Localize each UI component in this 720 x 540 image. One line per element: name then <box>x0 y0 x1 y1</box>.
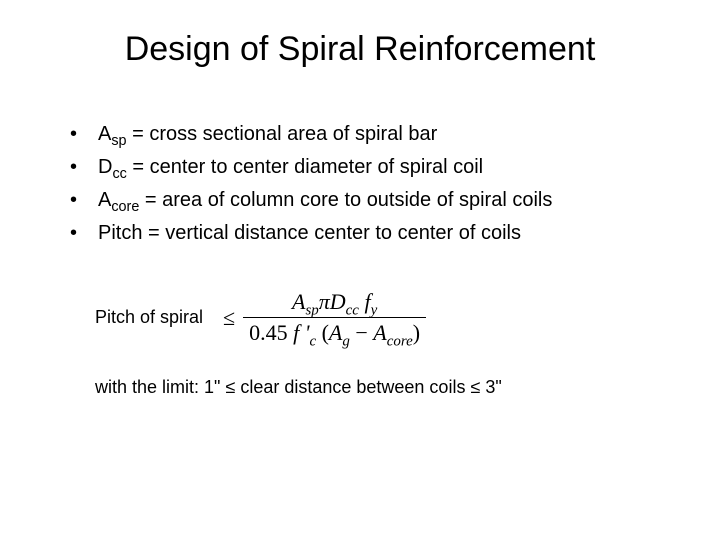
denominator: 0.45 f 'c (Ag − Acore) <box>243 317 426 346</box>
symbol: Pitch <box>98 222 142 244</box>
limit-upper: 3" <box>485 377 501 397</box>
symbol: A <box>98 189 111 211</box>
definition-text: = area of column core to outside of spir… <box>139 189 552 211</box>
list-item: Dcc = center to center diameter of spira… <box>70 152 670 183</box>
symbol: A <box>98 123 111 145</box>
term-fprime: f ' <box>293 320 309 345</box>
symbol-subscript: sp <box>111 133 126 149</box>
term-coef: 0.45 <box>249 320 288 345</box>
leq-symbol: ≤ <box>223 305 235 331</box>
list-item: Pitch = vertical distance center to cent… <box>70 218 670 249</box>
pitch-formula: ≤ AspπDcc fy 0.45 f 'c (Ag − Acore) <box>223 289 426 347</box>
list-item: Acore = area of column core to outside o… <box>70 185 670 216</box>
term-A: A <box>292 289 305 314</box>
definition-text: = cross sectional area of spiral bar <box>127 123 438 145</box>
paren-open: ( <box>316 320 329 345</box>
term-f-sub: y <box>371 302 378 318</box>
definition-list: Asp = cross sectional area of spiral bar… <box>70 119 670 249</box>
slide-title: Design of Spiral Reinforcement <box>50 30 670 69</box>
term-D: D <box>330 289 346 314</box>
term-Acore-sub: core <box>387 334 413 350</box>
limit-text: with the limit: 1" ≤ clear distance betw… <box>95 377 670 398</box>
symbol-subscript: cc <box>112 166 126 182</box>
minus: − <box>350 320 373 345</box>
limit-lower: 1" <box>204 377 220 397</box>
definition-text: = vertical distance center to center of … <box>142 222 521 244</box>
numerator: AspπDcc fy <box>286 289 383 317</box>
term-Ag-sub: g <box>342 334 349 350</box>
limit-prefix: with the limit: <box>95 377 204 397</box>
slide-container: Design of Spiral Reinforcement Asp = cro… <box>0 0 720 540</box>
term-A-sub: sp <box>305 302 318 318</box>
formula-label: Pitch of spiral <box>95 307 203 328</box>
formula-row: Pitch of spiral ≤ AspπDcc fy 0.45 f 'c (… <box>95 289 670 347</box>
term-Acore: A <box>373 320 386 345</box>
fraction: AspπDcc fy 0.45 f 'c (Ag − Acore) <box>243 289 426 347</box>
term-D-sub: cc <box>346 302 359 318</box>
list-item: Asp = cross sectional area of spiral bar <box>70 119 670 150</box>
limit-mid: ≤ clear distance between coils ≤ <box>220 377 485 397</box>
term-Ag: A <box>329 320 342 345</box>
symbol: D <box>98 156 112 178</box>
symbol-subscript: core <box>111 199 139 215</box>
term-pi: π <box>319 289 330 314</box>
paren-close: ) <box>413 320 420 345</box>
definition-text: = center to center diameter of spiral co… <box>127 156 483 178</box>
